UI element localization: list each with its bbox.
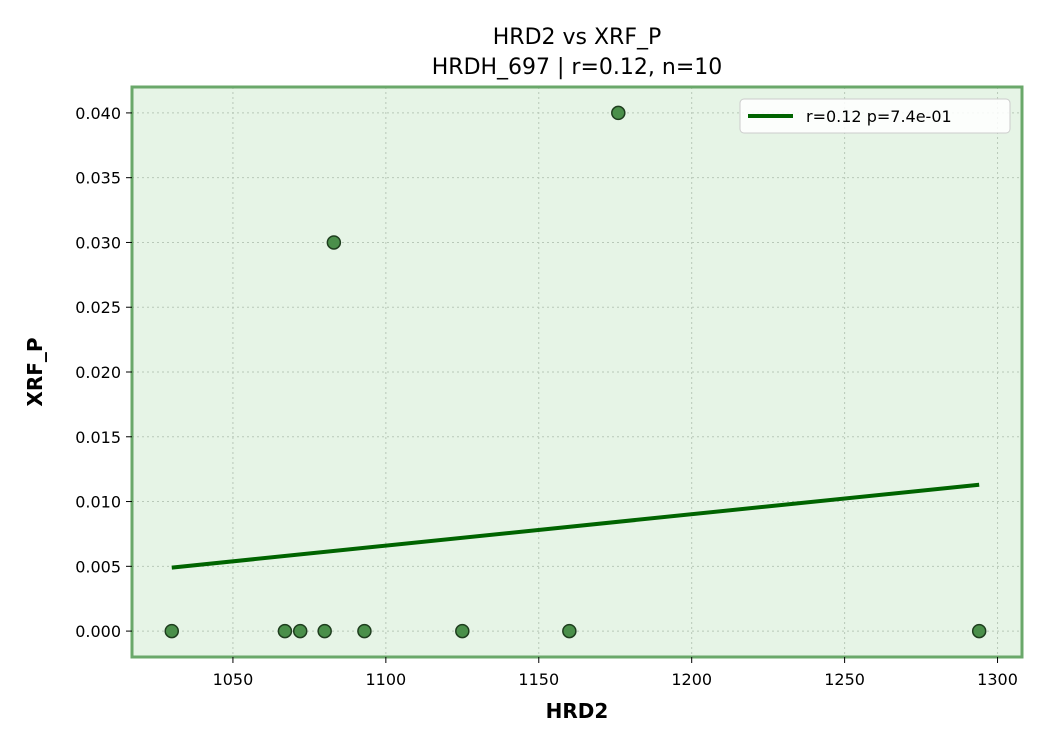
chart-subtitle: HRDH_697 | r=0.12, n=10 (432, 55, 723, 80)
scatter-point (971, 623, 987, 639)
y-tick-label: 0.000 (75, 622, 121, 641)
y-tick-label: 0.030 (75, 233, 121, 252)
grid (132, 87, 1022, 657)
legend-label: r=0.12 p=7.4e-01 (806, 107, 952, 126)
y-tick-label: 0.010 (75, 493, 121, 512)
chart-title: HRD2 vs XRF_P (493, 25, 662, 50)
scatter-point (562, 623, 577, 639)
scatter-point (611, 105, 626, 121)
scatter-point (455, 623, 470, 639)
y-tick-label: 0.020 (75, 363, 121, 382)
x-axis-label: HRD2 (546, 699, 609, 723)
x-tick-label: 1050 (213, 670, 254, 689)
scatter-point (357, 623, 372, 639)
scatter-point (164, 623, 180, 639)
fit-line-group (171, 482, 980, 570)
x-tick-label: 1200 (671, 670, 712, 689)
y-tick-label: 0.025 (75, 298, 121, 317)
x-tick-label: 1100 (365, 670, 406, 689)
x-tick-label: 1250 (824, 670, 865, 689)
y-axis-label: XRF_P (23, 337, 47, 406)
scatter-point (277, 623, 293, 639)
y-tick-label: 0.015 (75, 428, 121, 447)
scatter-point (317, 623, 332, 639)
legend: r=0.12 p=7.4e-01 (739, 98, 1011, 134)
x-tick-label: 1300 (977, 670, 1018, 689)
x-axis-ticks: 1050 1100 1150 1200 1250 1300 (213, 657, 1018, 689)
legend-box (739, 98, 1011, 134)
y-axis-ticks: 0.000 0.005 0.010 0.015 0.020 0.025 0.030 0.035… (75, 104, 132, 641)
scatter-point (292, 623, 308, 639)
x-tick-label: 1150 (518, 670, 559, 689)
y-tick-label: 0.035 (75, 169, 121, 188)
fit-line (171, 482, 980, 570)
scatter-points (164, 105, 987, 639)
scatter-point (326, 235, 342, 250)
y-tick-label: 0.040 (75, 104, 121, 123)
y-tick-label: 0.005 (75, 557, 121, 576)
